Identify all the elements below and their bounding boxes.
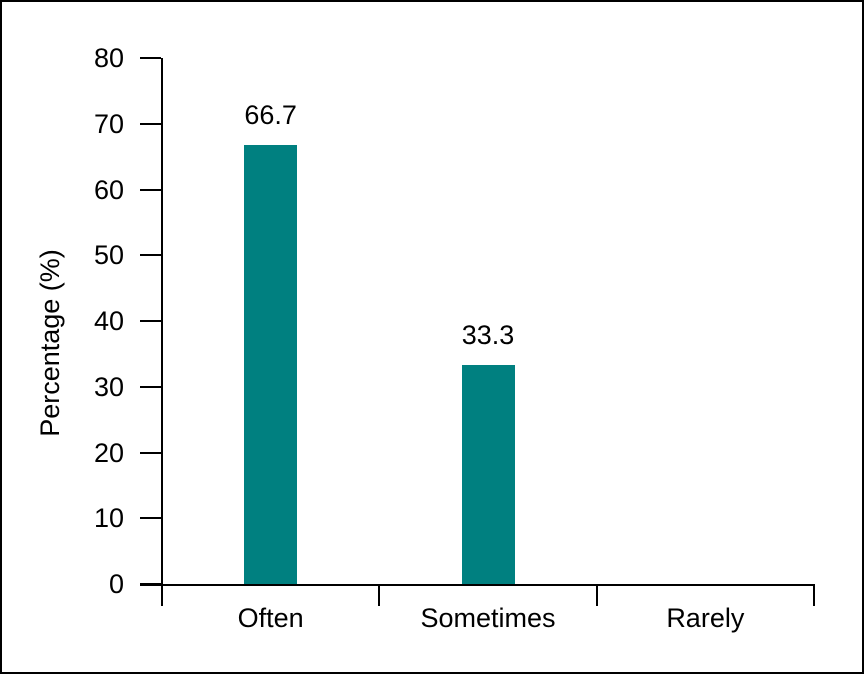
x-tick xyxy=(813,584,815,606)
y-tick xyxy=(140,517,161,520)
y-tick-label: 60 xyxy=(93,174,124,205)
bar xyxy=(461,365,515,584)
y-tick xyxy=(140,385,161,388)
y-tick-label: 40 xyxy=(93,306,124,336)
bar-value-label: 66.7 xyxy=(244,100,297,131)
y-tick xyxy=(140,583,161,585)
y-axis-line xyxy=(161,58,163,606)
x-tick xyxy=(161,584,163,606)
bar-value-label: 33.3 xyxy=(461,320,515,351)
y-tick xyxy=(140,451,161,454)
y-tick xyxy=(140,122,161,125)
y-tick xyxy=(140,57,161,59)
y-tick-label: 70 xyxy=(93,108,124,139)
y-tick-label: 0 xyxy=(108,569,124,599)
y-tick xyxy=(140,188,161,191)
y-tick-label: 50 xyxy=(93,240,124,271)
y-tick-label: 10 xyxy=(93,503,124,534)
bar xyxy=(244,145,298,584)
y-tick xyxy=(140,254,161,257)
x-tick xyxy=(595,584,598,606)
category-label: Often xyxy=(237,603,304,633)
y-tick-label: 30 xyxy=(93,371,124,402)
y-tick xyxy=(140,320,161,322)
x-tick xyxy=(378,584,381,606)
category-label: Rarely xyxy=(666,603,745,633)
y-tick-label: 20 xyxy=(93,437,124,468)
y-tick-label: 80 xyxy=(93,43,124,73)
x-axis-line xyxy=(140,584,814,586)
category-label: Sometimes xyxy=(420,603,556,633)
